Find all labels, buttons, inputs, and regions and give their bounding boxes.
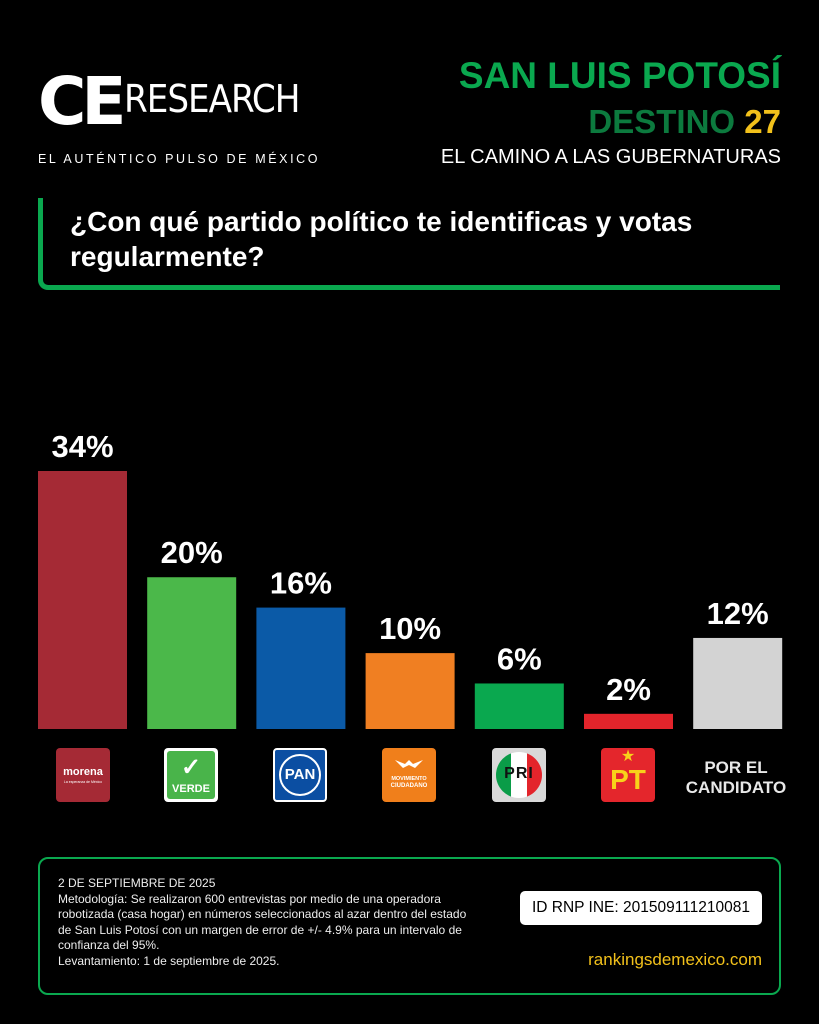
bar-3 — [365, 653, 455, 729]
survey-date: 2 DE SEPTIEMBRE DE 2025 — [58, 876, 216, 890]
bar-4 — [474, 683, 564, 729]
bar-value-label-3: 10% — [379, 611, 441, 646]
bar-value-label-4: 6% — [497, 641, 542, 676]
destino-number: 27 — [744, 103, 781, 140]
pri-logo: PRI — [492, 748, 546, 802]
bar-value-label-0: 34% — [51, 429, 113, 464]
pri-logo-text: PRI — [504, 765, 534, 782]
methodology-paragraph: Metodología: Se realizaron 600 entrevist… — [58, 891, 467, 953]
mc-logo-line2: CIUDADANO — [390, 783, 428, 789]
bar-1 — [147, 577, 237, 729]
methodology-text: 2 DE SEPTIEMBRE DE 2025 Metodología: Se … — [58, 876, 478, 969]
bar-value-label-1: 20% — [161, 535, 223, 570]
morena-logo-tagline: La esperanza de México — [63, 780, 103, 784]
header-state: SAN LUIS POTOSÍ — [458, 55, 781, 96]
morena-logo: morena La esperanza de México — [56, 748, 110, 802]
candidato-label: POR EL CANDIDATO — [685, 758, 787, 797]
logo-ce: CE — [38, 63, 127, 140]
check-icon: ✓ — [180, 754, 202, 781]
ceresearch-logo: CE RESEARCH EL AUTÉNTICO PULSO DE MÉXICO — [38, 62, 328, 172]
star-icon: ★ — [620, 748, 636, 765]
bar-2 — [256, 607, 346, 729]
eagle-icon — [395, 760, 423, 768]
logo-research: RESEARCH — [124, 77, 300, 121]
logo-tagline: EL AUTÉNTICO PULSO DE MÉXICO — [38, 152, 321, 166]
movimiento-ciudadano-logo: MOVIMIENTO CIUDADANO — [382, 748, 436, 802]
bar-6 — [693, 637, 783, 729]
methodology-box — [38, 857, 781, 995]
bar-value-label-2: 16% — [270, 566, 332, 601]
header-subtitle: EL CAMINO A LAS GUBERNATURAS — [440, 146, 781, 168]
question-title: ¿Con qué partido político te identificas… — [70, 206, 693, 272]
bar-value-label-5: 2% — [606, 672, 651, 707]
bar-value-label-6: 12% — [707, 596, 769, 631]
rnp-id-badge: ID RNP INE: 201509111210081 — [520, 891, 762, 925]
pt-logo: ★ PT — [601, 748, 655, 802]
header-destino: DESTINO 27 — [588, 103, 781, 141]
question-frame — [38, 198, 780, 290]
pan-logo-text: PAN — [284, 766, 316, 783]
bar-0 — [38, 471, 127, 729]
bar-chart: 34% 20% 16% 10% 6% 2% 12% — [38, 429, 783, 729]
fieldwork-date: Levantamiento: 1 de septiembre de 2025. — [58, 953, 280, 968]
bar-5 — [584, 713, 673, 729]
mc-logo-line1: MOVIMIENTO — [391, 776, 427, 782]
destino-word: DESTINO — [588, 103, 736, 140]
verde-logo: ✓ VERDE — [164, 748, 218, 802]
website-link[interactable]: rankingsdemexico.com — [588, 950, 762, 969]
verde-logo-text: VERDE — [172, 783, 210, 795]
morena-logo-text: morena — [63, 766, 103, 778]
pan-logo: PAN — [273, 748, 327, 802]
pt-logo-text: PT — [610, 764, 646, 795]
